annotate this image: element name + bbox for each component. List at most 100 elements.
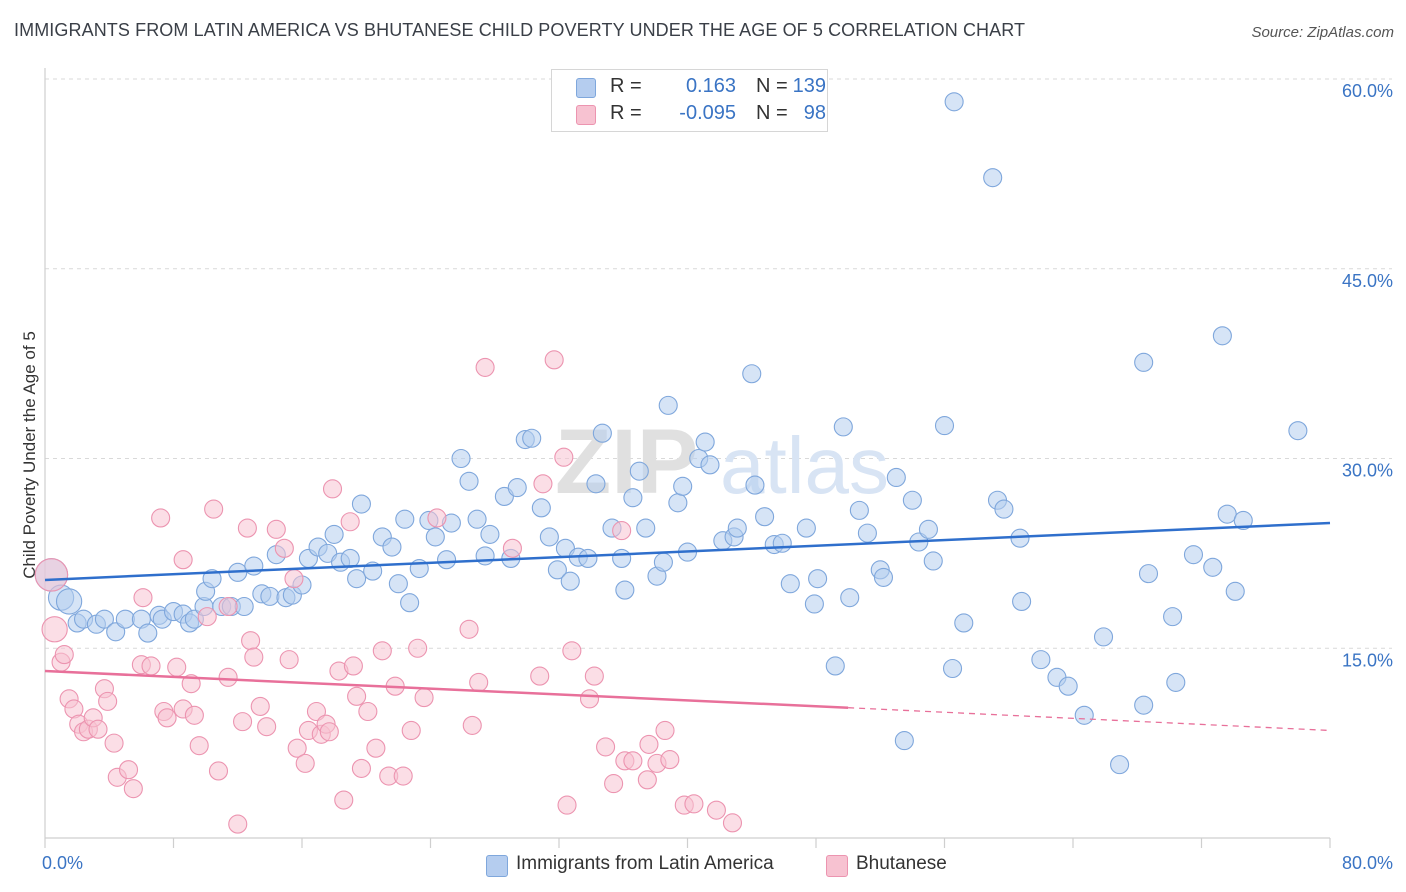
bhutanese-point (233, 712, 253, 732)
bhutanese-point (462, 715, 482, 735)
bhutanese-point (596, 737, 616, 757)
bhutanese-point (197, 607, 217, 627)
bhutanese-point (530, 666, 550, 686)
latin-america-point (700, 455, 720, 475)
bhutanese-point (241, 631, 261, 651)
bhutanese-point (343, 656, 363, 676)
legend-n-value: 139 (792, 75, 826, 97)
latin-america-trend-line (44, 521, 1331, 582)
latin-america-point (954, 613, 974, 633)
bhutanese-point (123, 779, 143, 799)
latin-america-point (623, 488, 643, 508)
bhutanese-point (655, 720, 675, 741)
latin-america-point (673, 476, 693, 496)
bhutanese-point (637, 770, 657, 790)
latin-america-point (1225, 581, 1245, 601)
bhutanese-point (544, 350, 564, 370)
bhutanese-point (218, 667, 238, 687)
bhutanese-point (257, 717, 277, 737)
latin-america-point (459, 471, 479, 491)
bhutanese-point (237, 518, 257, 538)
latin-america-point (560, 571, 580, 591)
latin-america-point (324, 524, 344, 544)
bhutanese-point (427, 508, 447, 528)
chart-title: IMMIGRANTS FROM LATIN AMERICA VS BHUTANE… (14, 20, 1026, 40)
legend-r-value: -0.095 (679, 102, 736, 124)
latin-america-point (1217, 504, 1237, 524)
axes (44, 68, 1331, 848)
bhutanese-point (366, 738, 386, 758)
bhutanese-trend-line-extension (848, 707, 1331, 732)
legend-swatch-pink (576, 105, 596, 125)
bhutanese-point (295, 753, 315, 773)
latin-america-point (260, 586, 280, 606)
bhutanese-point (133, 588, 153, 608)
latin-america-point (400, 593, 420, 613)
latin-america-point (395, 509, 415, 529)
bhutanese-point (208, 761, 229, 781)
latin-america-point (388, 574, 408, 594)
bhutanese-point (266, 519, 286, 539)
bhutanese-point (88, 719, 108, 739)
bhutanese-point (244, 647, 264, 667)
legend-n-value: 98 (803, 102, 826, 124)
tick-labels: 15.0% 30.0% 45.0% 60.0% 0.0% 80.0% (42, 81, 1393, 873)
bhutanese-point (459, 619, 479, 639)
latin-america-point (833, 417, 853, 437)
latin-america-point (755, 507, 775, 527)
bhutanese-point (141, 656, 161, 676)
bhutanese-point (173, 550, 193, 570)
legend-r-label: R = (610, 75, 642, 97)
bhutanese-point (612, 521, 632, 541)
latin-america-point (244, 556, 264, 576)
bhutanese-point (118, 760, 139, 780)
stats-legend: R = 0.163 N = 139 R = -0.095 N = 98 (551, 69, 828, 132)
latin-america-point (382, 537, 402, 557)
latin-america-point (742, 364, 762, 384)
latin-america-point (138, 623, 158, 643)
bhutanese-point (250, 696, 270, 716)
legend-label: Immigrants from Latin America (516, 853, 774, 874)
watermark-light: atlas (720, 421, 889, 510)
bhutanese-point (351, 758, 371, 778)
latin-america-point (451, 448, 471, 469)
latin-america-point (857, 523, 877, 543)
bhutanese-point (401, 720, 421, 741)
latin-america-point (480, 524, 500, 544)
bhutanese-point (319, 722, 339, 742)
legend-swatch-blue (486, 855, 508, 877)
latin-america-point (55, 588, 83, 615)
latin-america-point (531, 498, 551, 518)
bhutanese-point (684, 794, 704, 814)
latin-america-point (1031, 650, 1051, 670)
latin-america-point (873, 567, 894, 587)
bhutanese-point (340, 512, 360, 532)
bhutanese-point (372, 641, 392, 661)
legend-r-value: 0.163 (685, 75, 736, 97)
bhutanese-point (34, 558, 69, 592)
latin-america-point (1163, 607, 1183, 627)
bhutanese-point (104, 733, 124, 753)
series-latin-america-points (34, 92, 1308, 775)
latin-america-point (1183, 545, 1204, 565)
bhutanese-point (623, 751, 643, 771)
latin-america-point (475, 546, 495, 566)
latin-america-point (745, 475, 765, 495)
latin-america-point (772, 533, 792, 553)
bhutanese-point (639, 734, 659, 754)
bhutanese-point (54, 645, 74, 665)
latin-america-point (592, 423, 612, 443)
latin-america-point (467, 509, 487, 529)
latin-america-point (636, 518, 656, 538)
legend-swatch-pink (826, 855, 848, 877)
bhutanese-point (414, 688, 434, 708)
bhutanese-point (584, 666, 604, 686)
y-tick-label: 15.0% (1342, 650, 1393, 670)
latin-america-point (886, 467, 906, 488)
bhutanese-point (469, 672, 489, 692)
bhutanese-point (218, 596, 238, 617)
bhutanese-point (157, 708, 177, 728)
latin-america-point (918, 519, 938, 539)
latin-america-point (808, 569, 828, 589)
bhutanese-point (533, 474, 553, 494)
